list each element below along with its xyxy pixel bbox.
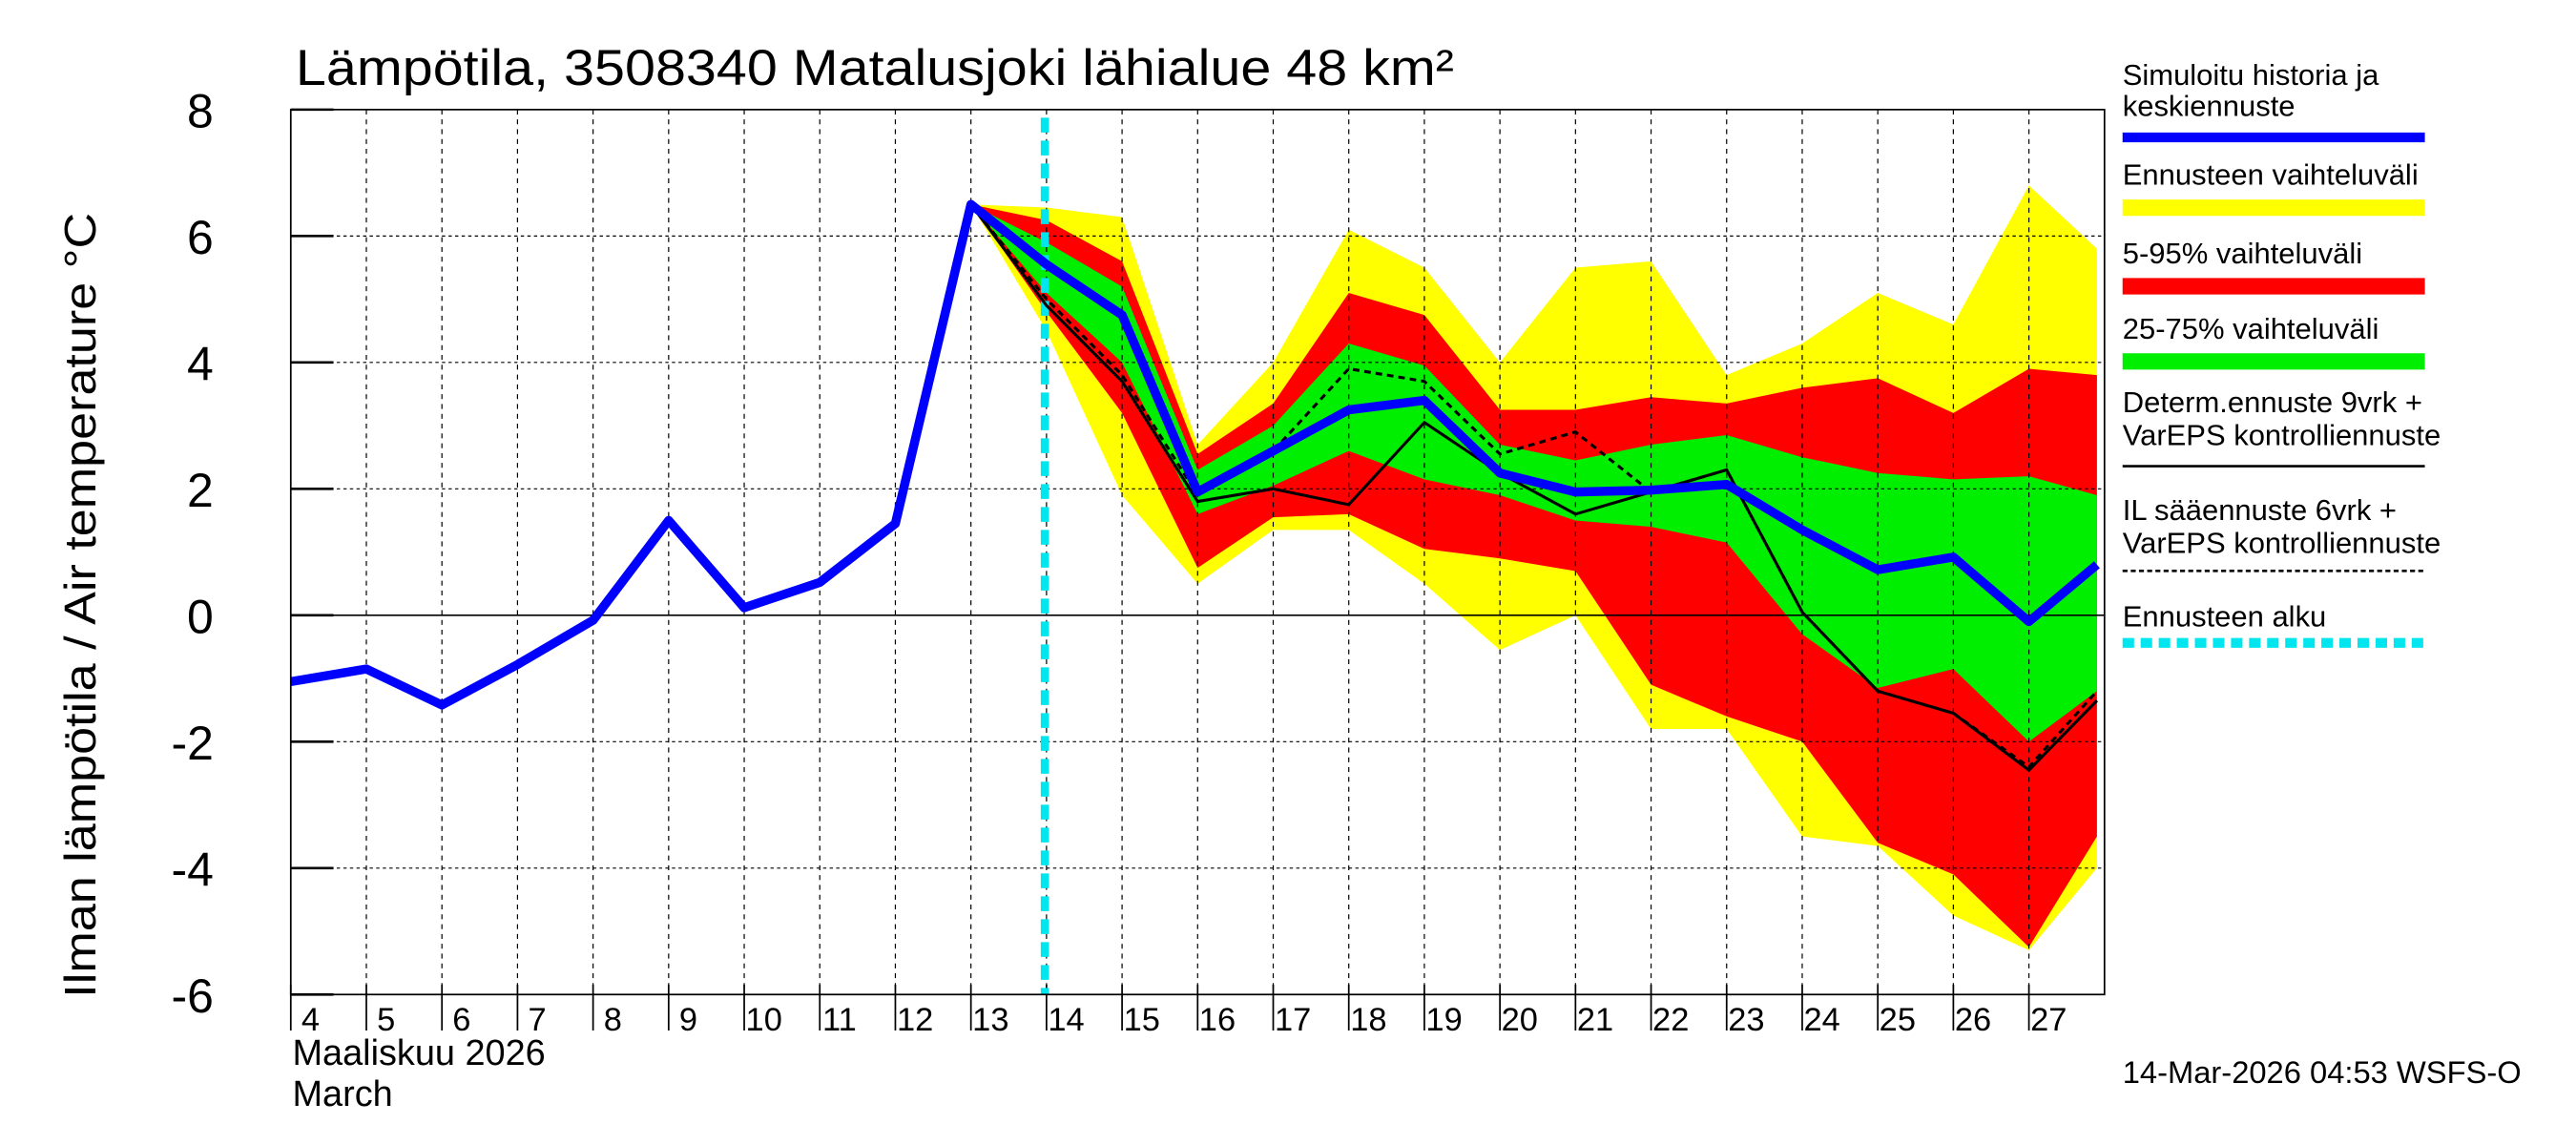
x-tick-label: 13 [972,1002,1008,1038]
y-tick-label: -4 [171,843,213,897]
x-tick-label: 10 [746,1002,782,1038]
footer-timestamp: 14-Mar-2026 04:53 WSFS-O [2123,1054,2522,1090]
x-tick-label: 21 [1577,1002,1613,1038]
determ-forecast-line [969,203,2098,772]
x-tick-label: 22 [1652,1002,1689,1038]
x-tick-label: 27 [2030,1002,2067,1038]
x-tick-label: 19 [1425,1002,1462,1038]
legend-label-p5_95: 5-95% vaihteluväli [2123,237,2362,270]
y-tick-label: 8 [187,85,214,138]
y-axis-label: Ilman lämpötila / Air temperature °C [55,213,105,998]
x-axis-month-fi: Maaliskuu 2026 [293,1033,546,1073]
y-tick-label: 6 [187,211,214,264]
percentile-25-75-band [970,204,2097,742]
legend-label-determ: Determ.ennuste 9vrk + [2123,385,2422,419]
x-tick-label: 24 [1803,1002,1839,1038]
y-tick-label: 0 [187,591,214,644]
x-tick-label: 16 [1199,1002,1236,1038]
plot-frame [289,109,2106,996]
x-tick-label: 11 [822,1002,857,1038]
legend-label-il-2: VarEPS kontrolliennuste [2123,526,2441,559]
legend-label-p25_75: 25-75% vaihteluväli [2123,312,2379,345]
legend-label-sim: Simuloitu historia ja [2123,58,2379,92]
x-tick-label: 7 [528,1002,546,1038]
y-tick-label: 4 [187,338,214,391]
x-tick-label: 14 [1048,1002,1084,1038]
legend-label-range: Ennusteen vaihteluväli [2123,158,2419,192]
legend-label-il: IL sääennuste 6vrk + [2123,493,2397,527]
x-tick-label: 6 [452,1002,470,1038]
x-tick-label: 12 [897,1002,933,1038]
x-tick-label: 20 [1502,1002,1538,1038]
x-tick-label: 9 [679,1002,697,1038]
x-tick-label: 18 [1350,1002,1386,1038]
percentile-5-95-band [970,204,2097,947]
y-tick-label: -6 [171,969,213,1023]
x-tick-label: 17 [1275,1002,1311,1038]
x-tick-label: 8 [604,1002,622,1038]
legend-label-start: Ennusteen alku [2123,600,2327,634]
chart-title: Lämpötila, 3508340 Matalusjoki lähialue … [296,40,1454,96]
legend-label-sim-2: keskiennuste [2123,90,2296,123]
legend-label-determ-2: VarEPS kontrolliennuste [2123,418,2441,451]
x-tick-label: 25 [1880,1002,1916,1038]
y-tick-label: 2 [187,464,214,517]
x-tick-label: 5 [377,1002,395,1038]
x-tick-label: 15 [1124,1002,1160,1038]
x-tick-label: 23 [1728,1002,1764,1038]
x-tick-label: 4 [301,1002,320,1038]
y-tick-label: -2 [171,717,213,770]
x-axis-month-en: March [293,1074,393,1114]
x-tick-label: 26 [1955,1002,1991,1038]
